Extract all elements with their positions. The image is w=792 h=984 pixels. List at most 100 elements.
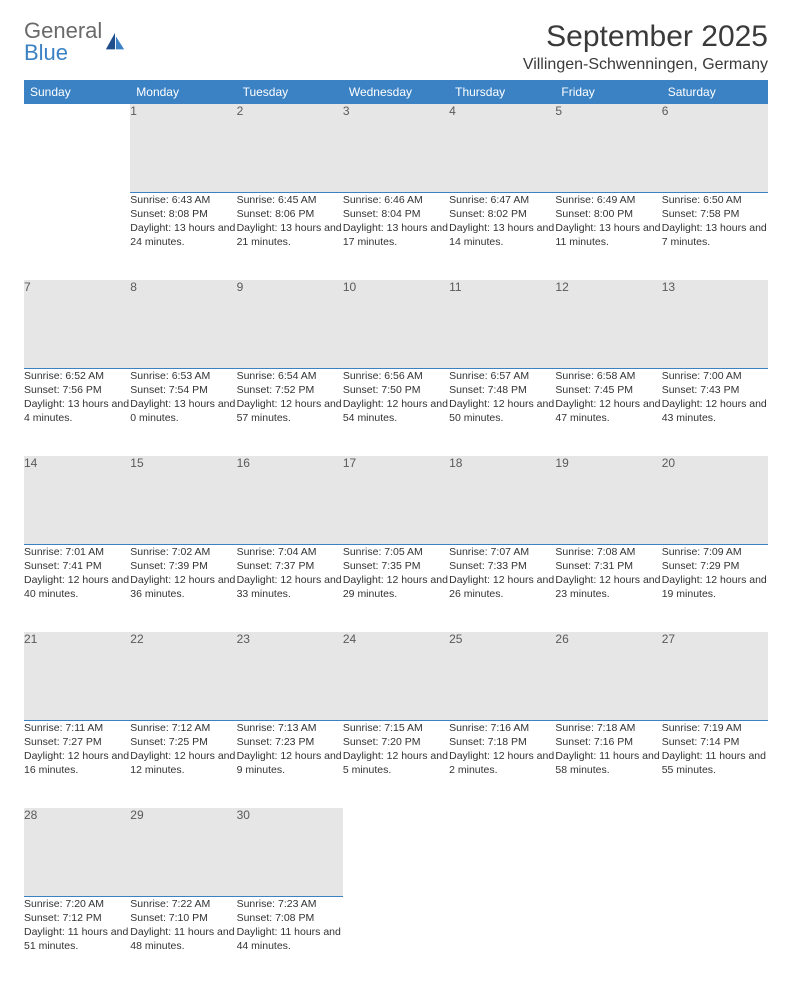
- daylight-text: Daylight: 12 hours and 19 minutes.: [662, 573, 768, 601]
- day-number: 9: [237, 280, 343, 368]
- sunrise-text: Sunrise: 7:04 AM: [237, 545, 343, 559]
- sunrise-text: Sunrise: 7:19 AM: [662, 721, 768, 735]
- day-detail-row: Sunrise: 7:11 AMSunset: 7:27 PMDaylight:…: [24, 720, 768, 808]
- sunset-text: Sunset: 8:08 PM: [130, 207, 236, 221]
- daylight-text: Daylight: 12 hours and 12 minutes.: [130, 749, 236, 777]
- day-detail: Sunrise: 7:15 AMSunset: 7:20 PMDaylight:…: [343, 720, 449, 808]
- sunset-text: Sunset: 7:10 PM: [130, 911, 236, 925]
- daylight-text: Daylight: 11 hours and 51 minutes.: [24, 925, 130, 953]
- day-detail: Sunrise: 7:01 AMSunset: 7:41 PMDaylight:…: [24, 544, 130, 632]
- sunset-text: Sunset: 7:25 PM: [130, 735, 236, 749]
- daylight-text: Daylight: 12 hours and 23 minutes.: [555, 573, 661, 601]
- weekday-header: Tuesday: [237, 80, 343, 104]
- day-detail: Sunrise: 6:53 AMSunset: 7:54 PMDaylight:…: [130, 368, 236, 456]
- weekday-header: Saturday: [662, 80, 768, 104]
- sunrise-text: Sunrise: 7:18 AM: [555, 721, 661, 735]
- sunrise-text: Sunrise: 6:54 AM: [237, 369, 343, 383]
- day-detail-empty: [343, 896, 449, 984]
- daylight-text: Daylight: 12 hours and 16 minutes.: [24, 749, 130, 777]
- sunrise-text: Sunrise: 6:43 AM: [130, 193, 236, 207]
- calendar-table: SundayMondayTuesdayWednesdayThursdayFrid…: [24, 80, 768, 984]
- day-number-empty: [555, 808, 661, 896]
- day-detail-empty: [555, 896, 661, 984]
- day-number-row: 21222324252627: [24, 632, 768, 720]
- daylight-text: Daylight: 12 hours and 5 minutes.: [343, 749, 449, 777]
- sunset-text: Sunset: 7:31 PM: [555, 559, 661, 573]
- month-title: September 2025: [523, 20, 768, 54]
- day-number-empty: [662, 808, 768, 896]
- day-number: 23: [237, 632, 343, 720]
- day-detail-empty: [662, 896, 768, 984]
- day-detail: Sunrise: 6:57 AMSunset: 7:48 PMDaylight:…: [449, 368, 555, 456]
- day-detail-row: Sunrise: 6:43 AMSunset: 8:08 PM Daylight:…: [24, 192, 768, 280]
- day-detail: Sunrise: 7:09 AMSunset: 7:29 PMDaylight:…: [662, 544, 768, 632]
- weekday-header: Thursday: [449, 80, 555, 104]
- day-detail: Sunrise: 7:19 AMSunset: 7:14 PMDaylight:…: [662, 720, 768, 808]
- day-detail: Sunrise: 7:20 AMSunset: 7:12 PMDaylight:…: [24, 896, 130, 984]
- day-detail: Sunrise: 7:11 AMSunset: 7:27 PMDaylight:…: [24, 720, 130, 808]
- sunrise-text: Sunrise: 7:01 AM: [24, 545, 130, 559]
- sunset-text: Sunset: 7:20 PM: [343, 735, 449, 749]
- day-number: 12: [555, 280, 661, 368]
- location: Villingen-Schwenningen, Germany: [523, 56, 768, 74]
- day-detail-row: Sunrise: 6:52 AMSunset: 7:56 PMDaylight:…: [24, 368, 768, 456]
- day-detail: Sunrise: 7:04 AMSunset: 7:37 PMDaylight:…: [237, 544, 343, 632]
- sunset-text: Sunset: 7:23 PM: [237, 735, 343, 749]
- day-number: 5: [555, 104, 661, 192]
- day-detail-empty: [449, 896, 555, 984]
- day-number: 24: [343, 632, 449, 720]
- sunrise-text: Sunrise: 7:15 AM: [343, 721, 449, 735]
- sunrise-text: Sunrise: 6:57 AM: [449, 369, 555, 383]
- sunrise-text: Sunrise: 7:08 AM: [555, 545, 661, 559]
- day-number: 22: [130, 632, 236, 720]
- day-number: 20: [662, 456, 768, 544]
- day-number: 15: [130, 456, 236, 544]
- sunrise-text: Sunrise: 7:02 AM: [130, 545, 236, 559]
- sunrise-text: Sunrise: 7:11 AM: [24, 721, 130, 735]
- day-number-row: 78910111213: [24, 280, 768, 368]
- daylight-text: Daylight: 11 hours and 48 minutes.: [130, 925, 236, 953]
- sunset-text: Sunset: 7:52 PM: [237, 383, 343, 397]
- weekday-header: Monday: [130, 80, 236, 104]
- sunset-text: Sunset: 7:54 PM: [130, 383, 236, 397]
- day-number: 28: [24, 808, 130, 896]
- sunset-text: Sunset: 7:35 PM: [343, 559, 449, 573]
- sunset-text: Sunset: 7:12 PM: [24, 911, 130, 925]
- daylight-text: Daylight: 12 hours and 9 minutes.: [237, 749, 343, 777]
- weekday-header: Wednesday: [343, 80, 449, 104]
- daylight-text: Daylight: 11 hours and 58 minutes.: [555, 749, 661, 777]
- sunset-text: Sunset: 8:06 PM: [237, 207, 343, 221]
- day-number-row: 14151617181920: [24, 456, 768, 544]
- day-number: 17: [343, 456, 449, 544]
- daylight-text: Daylight: 13 hours and 11 minutes.: [555, 221, 661, 249]
- sunrise-text: Sunrise: 6:50 AM: [662, 193, 768, 207]
- day-number: 16: [237, 456, 343, 544]
- sunset-text: Sunset: 7:33 PM: [449, 559, 555, 573]
- day-number-empty: [24, 104, 130, 192]
- day-number: 8: [130, 280, 236, 368]
- sunrise-text: Sunrise: 7:09 AM: [662, 545, 768, 559]
- title-block: September 2025 Villingen-Schwenningen, G…: [523, 20, 768, 74]
- logo-line1: General: [24, 20, 102, 42]
- daylight-text: Daylight: 12 hours and 57 minutes.: [237, 397, 343, 425]
- daylight-text: Daylight: 13 hours and 14 minutes.: [449, 221, 555, 249]
- daylight-text: Daylight: 11 hours and 55 minutes.: [662, 749, 768, 777]
- day-number: 27: [662, 632, 768, 720]
- daylight-text: Daylight: 12 hours and 43 minutes.: [662, 397, 768, 425]
- day-number: 7: [24, 280, 130, 368]
- day-number-row: 282930: [24, 808, 768, 896]
- calendar-body: 123456Sunrise: 6:43 AMSunset: 8:08 PMDay…: [24, 104, 768, 984]
- daylight-text: Daylight: 12 hours and 54 minutes.: [343, 397, 449, 425]
- daylight-text: Daylight: 12 hours and 29 minutes.: [343, 573, 449, 601]
- day-detail: Sunrise: 6:58 AMSunset: 7:45 PMDaylight:…: [555, 368, 661, 456]
- day-detail: Sunrise: 7:13 AMSunset: 7:23 PMDaylight:…: [237, 720, 343, 808]
- day-detail-empty: [24, 192, 130, 280]
- day-number: 4: [449, 104, 555, 192]
- day-detail: Sunrise: 6:49 AMSunset: 8:00 PMDaylight:…: [555, 192, 661, 280]
- day-detail: Sunrise: 6:46 AMSunset: 8:04 PMDaylight:…: [343, 192, 449, 280]
- sunset-text: Sunset: 8:00 PM: [555, 207, 661, 221]
- header: General Blue September 2025 Villingen-Sc…: [24, 20, 768, 74]
- sunrise-text: Sunrise: 6:52 AM: [24, 369, 130, 383]
- day-number: 10: [343, 280, 449, 368]
- sunset-text: Sunset: 7:39 PM: [130, 559, 236, 573]
